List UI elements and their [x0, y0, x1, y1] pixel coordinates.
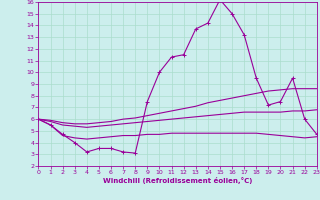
X-axis label: Windchill (Refroidissement éolien,°C): Windchill (Refroidissement éolien,°C): [103, 177, 252, 184]
